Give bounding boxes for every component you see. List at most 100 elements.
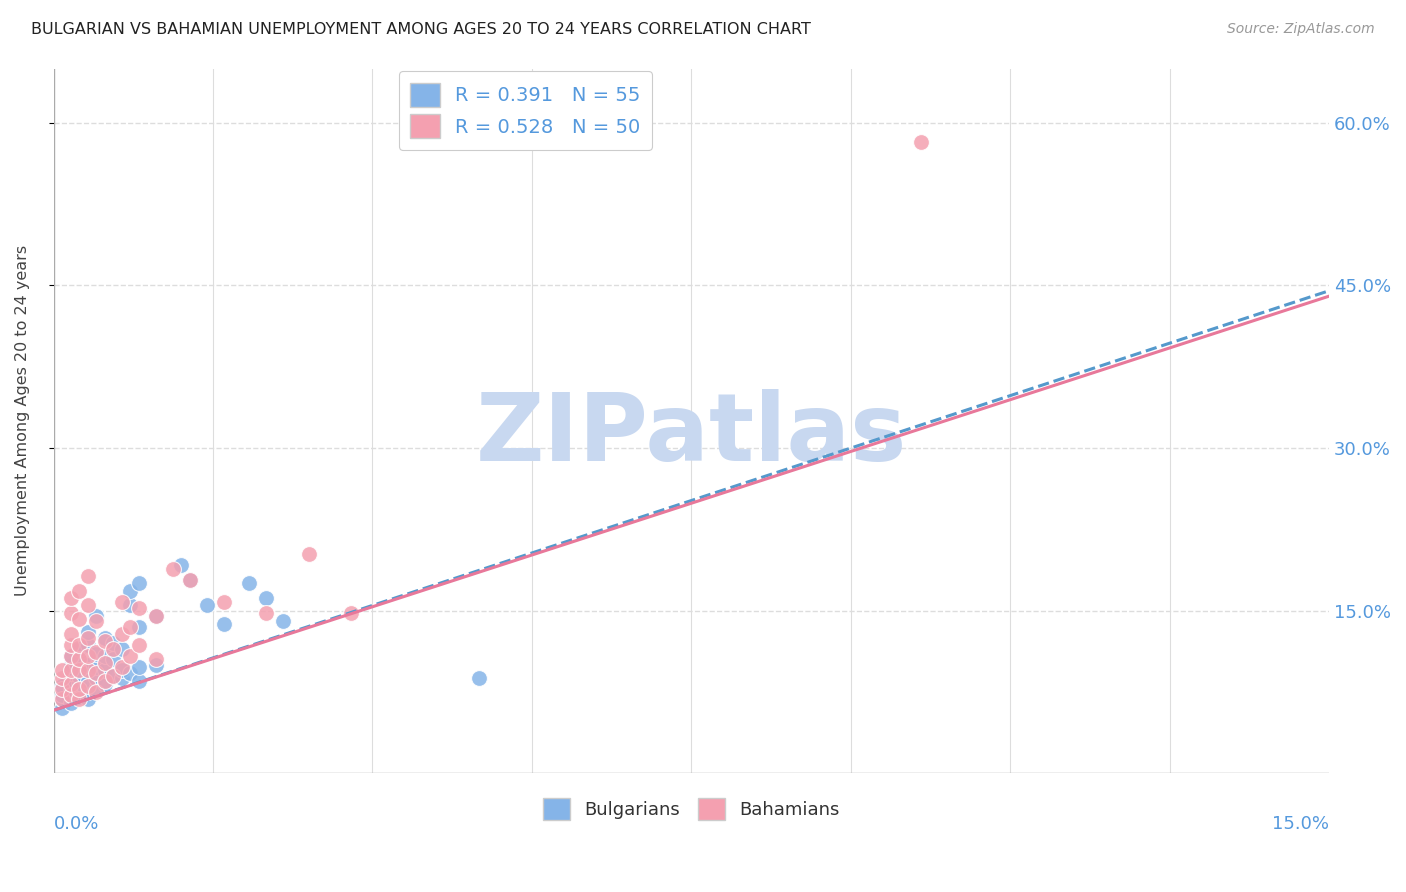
Point <box>195 598 218 612</box>
Point <box>67 612 90 626</box>
Point <box>67 677 90 691</box>
Point <box>67 668 90 682</box>
Text: ZIPatlas: ZIPatlas <box>475 389 907 481</box>
Point <box>51 692 73 706</box>
Point <box>76 657 98 672</box>
Point <box>59 673 82 688</box>
Point <box>76 569 98 583</box>
Point <box>76 663 98 677</box>
Point <box>111 671 134 685</box>
Point <box>76 673 98 688</box>
Point <box>101 641 124 656</box>
Point <box>67 641 90 656</box>
Point <box>910 135 932 149</box>
Point <box>128 620 150 634</box>
Point <box>212 595 235 609</box>
Point <box>84 647 107 661</box>
Point <box>145 657 167 672</box>
Point <box>59 688 82 702</box>
Point <box>84 615 107 629</box>
Point <box>84 666 107 681</box>
Point <box>67 685 90 699</box>
Text: 0.0%: 0.0% <box>53 815 98 833</box>
Point <box>340 606 363 620</box>
Point <box>84 660 107 674</box>
Point <box>93 677 115 691</box>
Text: Source: ZipAtlas.com: Source: ZipAtlas.com <box>1227 22 1375 37</box>
Point <box>84 671 107 685</box>
Point <box>93 663 115 677</box>
Point <box>67 638 90 652</box>
Point <box>59 666 82 681</box>
Point <box>170 558 193 572</box>
Point <box>238 576 260 591</box>
Y-axis label: Unemployment Among Ages 20 to 24 years: Unemployment Among Ages 20 to 24 years <box>15 245 30 597</box>
Point <box>84 645 107 659</box>
Point <box>179 573 201 587</box>
Point <box>59 627 82 641</box>
Point <box>128 673 150 688</box>
Point <box>76 692 98 706</box>
Point <box>67 652 90 666</box>
Point <box>254 591 277 605</box>
Point <box>101 652 124 666</box>
Legend: Bulgarians, Bahamians: Bulgarians, Bahamians <box>536 791 848 828</box>
Point <box>298 547 321 561</box>
Point <box>59 681 82 696</box>
Point <box>67 690 90 705</box>
Point <box>120 620 142 634</box>
Point <box>84 609 107 624</box>
Point <box>179 573 201 587</box>
Point <box>67 681 90 696</box>
Point <box>67 652 90 666</box>
Point <box>254 606 277 620</box>
Point <box>59 677 82 691</box>
Point <box>101 668 124 682</box>
Point <box>93 673 115 688</box>
Point <box>59 657 82 672</box>
Point <box>84 681 107 696</box>
Point <box>84 685 107 699</box>
Point <box>51 671 73 685</box>
Point <box>93 649 115 664</box>
Point <box>67 663 90 677</box>
Point <box>51 663 73 677</box>
Point <box>128 601 150 615</box>
Point <box>120 584 142 599</box>
Point <box>101 668 124 682</box>
Point <box>162 562 184 576</box>
Point <box>76 685 98 699</box>
Point <box>120 598 142 612</box>
Point <box>59 663 82 677</box>
Point <box>51 680 73 694</box>
Point <box>128 576 150 591</box>
Text: BULGARIAN VS BAHAMIAN UNEMPLOYMENT AMONG AGES 20 TO 24 YEARS CORRELATION CHART: BULGARIAN VS BAHAMIAN UNEMPLOYMENT AMONG… <box>31 22 811 37</box>
Point <box>59 638 82 652</box>
Point <box>93 634 115 648</box>
Point <box>59 591 82 605</box>
Point <box>67 584 90 599</box>
Point <box>120 666 142 681</box>
Point <box>101 636 124 650</box>
Point <box>145 609 167 624</box>
Point <box>59 649 82 664</box>
Point <box>111 627 134 641</box>
Point <box>128 638 150 652</box>
Point <box>76 638 98 652</box>
Point <box>111 663 134 677</box>
Point <box>51 688 73 702</box>
Point <box>76 598 98 612</box>
Point <box>59 688 82 702</box>
Point <box>212 616 235 631</box>
Point <box>51 701 73 715</box>
Point <box>111 641 134 656</box>
Point <box>67 692 90 706</box>
Point <box>59 696 82 710</box>
Point <box>111 595 134 609</box>
Point <box>59 606 82 620</box>
Point <box>59 649 82 664</box>
Point <box>76 649 98 664</box>
Point <box>76 625 98 640</box>
Point <box>120 649 142 664</box>
Point <box>51 692 73 706</box>
